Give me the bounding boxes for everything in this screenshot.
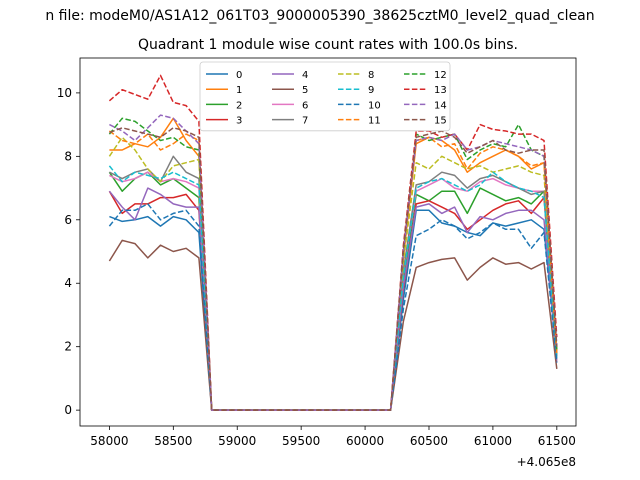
x-tick-label: 59500 <box>282 434 320 448</box>
series-line-14 <box>109 114 558 411</box>
legend-label-12: 12 <box>434 70 447 81</box>
legend-label-9: 9 <box>368 85 374 96</box>
y-tick-label: 2 <box>64 340 72 354</box>
x-tick-label: 59000 <box>218 434 256 448</box>
legend-label-13: 13 <box>434 85 447 96</box>
legend-label-7: 7 <box>302 116 308 127</box>
legend-box <box>199 61 451 132</box>
legend-label-2: 2 <box>236 100 242 111</box>
x-tick-label: 60500 <box>410 434 448 448</box>
y-tick-label: 0 <box>64 403 72 417</box>
x-tick-label: 60000 <box>346 434 384 448</box>
legend-label-0: 0 <box>236 70 242 81</box>
x-tick-label: 58000 <box>90 434 128 448</box>
x-axis: 58000 58500 59000 59500 60000 60500 61000 61500 <box>90 426 576 448</box>
plot-area <box>108 74 558 411</box>
y-tick-label: 6 <box>64 213 72 227</box>
legend-label-8: 8 <box>368 70 374 81</box>
series-line-10 <box>108 203 558 411</box>
axes-frame <box>79 57 577 427</box>
figure-suptitle: n file: modeM0/AS1A12_061T03_9000005390_… <box>45 8 594 24</box>
series-line-3 <box>108 190 558 411</box>
x-tick-label: 61500 <box>538 434 576 448</box>
x-axis-offset-label: +4.065e8 <box>517 455 576 469</box>
legend-label-14: 14 <box>434 100 447 111</box>
legend-label-5: 5 <box>302 85 308 96</box>
series-line-4 <box>108 187 558 411</box>
legend-label-15: 15 <box>434 116 447 127</box>
y-tick-label: 4 <box>64 276 72 290</box>
series-line-15 <box>109 127 558 411</box>
x-tick-label: 58500 <box>154 434 192 448</box>
legend-label-6: 6 <box>302 100 308 111</box>
chart-title: Quadrant 1 module wise count rates with … <box>138 37 518 53</box>
y-tick-label: 8 <box>64 149 72 163</box>
y-tick-label: 10 <box>57 86 72 100</box>
legend-label-4: 4 <box>302 70 308 81</box>
x-tick-label: 61000 <box>474 434 512 448</box>
legend-label-11: 11 <box>368 116 381 127</box>
legend-label-3: 3 <box>236 116 242 127</box>
legend-label-10: 10 <box>368 100 381 111</box>
series-line-9 <box>108 165 558 411</box>
series-line-5 <box>108 239 558 411</box>
legend-label-1: 1 <box>236 85 242 96</box>
y-axis: 0 2 4 6 8 10 <box>57 86 80 417</box>
